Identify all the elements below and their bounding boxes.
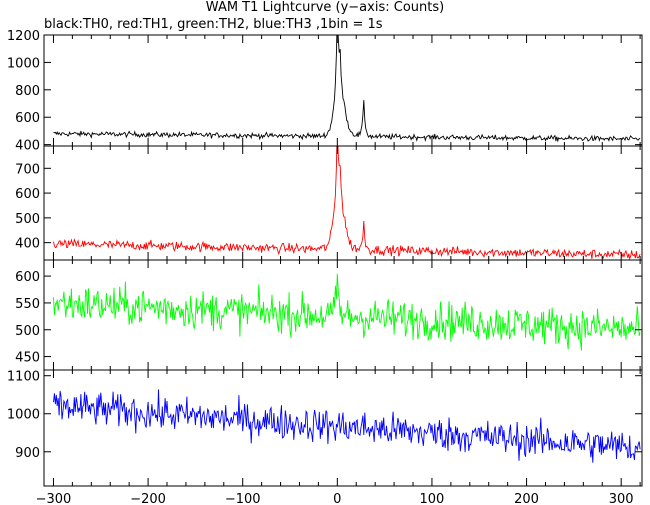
y-tick-label: 450 xyxy=(15,351,40,366)
chart-subtitle: black:TH0, red:TH1, green:TH2, blue:TH3 … xyxy=(44,17,383,32)
x-tick-label: 300 xyxy=(609,492,634,505)
x-tick-label: 200 xyxy=(514,492,539,505)
x-tick-label: 100 xyxy=(420,492,445,505)
y-tick-label: 900 xyxy=(15,446,40,461)
series-th3-line xyxy=(53,389,641,463)
y-tick-label: 550 xyxy=(15,297,40,312)
y-tick-label: 400 xyxy=(15,237,40,252)
y-tick-label: 500 xyxy=(15,212,40,227)
panel-frame-th0 xyxy=(43,34,643,147)
panel-frame-th3 xyxy=(43,369,643,487)
x-tick-label: 0 xyxy=(333,492,341,505)
y-tick-label: 600 xyxy=(15,270,40,285)
y-tick-label: 1100 xyxy=(7,370,40,385)
y-tick-label: 1000 xyxy=(7,56,40,71)
y-tick-label: 1000 xyxy=(7,408,40,423)
chart-title: WAM T1 Lightcurve (y−axis: Counts) xyxy=(205,0,445,15)
y-tick-label: 600 xyxy=(15,111,40,126)
y-tick-label: 700 xyxy=(15,162,40,177)
series-th2-line xyxy=(53,273,641,351)
y-tick-label: 1200 xyxy=(7,29,40,44)
y-tick-label: 400 xyxy=(15,139,40,154)
series-th1-line xyxy=(53,146,641,260)
y-tick-label: 600 xyxy=(15,187,40,202)
series-th0-line xyxy=(53,35,641,143)
x-tick-label: −300 xyxy=(36,492,72,505)
y-tick-label: 500 xyxy=(15,324,40,339)
x-tick-label: −100 xyxy=(225,492,261,505)
x-tick-label: −200 xyxy=(130,492,166,505)
panel-frame-th1 xyxy=(43,145,643,261)
y-tick-label: 800 xyxy=(15,84,40,99)
